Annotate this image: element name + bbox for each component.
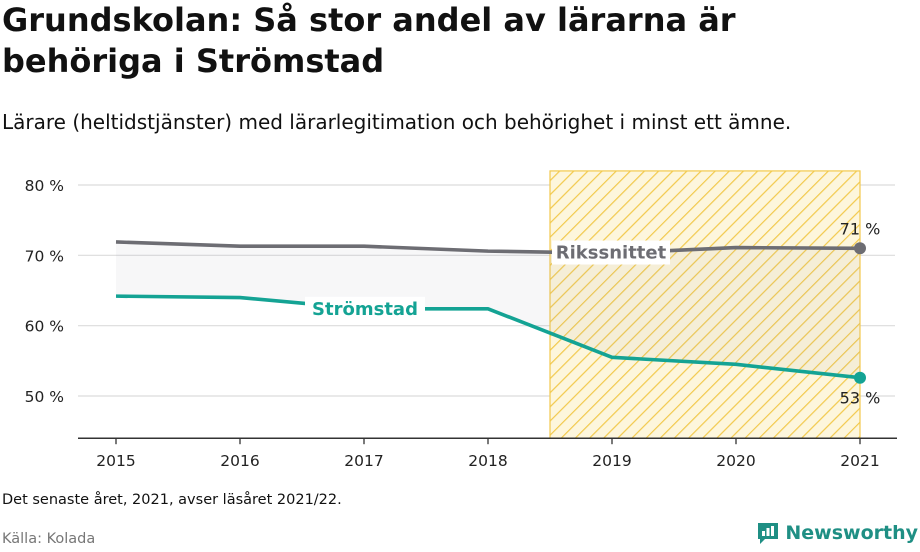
x-tick-label: 2015 [96, 452, 135, 470]
difference-band [116, 241, 860, 378]
x-tick-label: 2021 [840, 452, 879, 470]
brand-logo[interactable]: Newsworthy [755, 520, 918, 546]
source-text: Källa: Kolada [2, 531, 96, 547]
y-tick-label: 60 % [25, 318, 64, 336]
chart-title: Grundskolan: Så stor andel av lärarna är… [2, 1, 736, 80]
x-tick-label: 2019 [592, 452, 631, 470]
chart-subtitle: Lärare (heltidstjänster) med lärarlegiti… [2, 110, 792, 134]
x-tick-label: 2020 [716, 452, 755, 470]
line-chart: 50 % 60 % 70 % 80 % Rikssnittet Strömstad 71 … [25, 170, 897, 470]
series-label-stromstad: Strömstad [312, 299, 418, 320]
y-tick-label: 70 % [25, 247, 64, 265]
series-label-stromstad-bg [305, 296, 425, 321]
y-tick-label: 80 % [25, 177, 64, 195]
end-point-stromstad [854, 371, 866, 384]
footnote: Det senaste året, 2021, avser läsåret 20… [2, 492, 342, 508]
x-tick-label: 2018 [468, 452, 507, 470]
series-line-riket [115, 240, 861, 256]
end-value-stromstad: 53 % [840, 389, 881, 408]
series-line-stromstad [115, 294, 861, 380]
end-point-riket [854, 242, 866, 255]
x-tick-label: 2017 [344, 452, 383, 470]
newsworthy-logo-icon [758, 523, 779, 544]
highlight-period [549, 170, 861, 439]
end-value-riket: 71 % [840, 219, 881, 238]
series-label-riket: Rikssnittet [556, 243, 667, 264]
y-tick-label: 50 % [25, 388, 64, 406]
brand-name: Newsworthy [785, 522, 918, 544]
series-label-riket-bg [552, 240, 670, 265]
x-tick-label: 2016 [220, 452, 259, 470]
